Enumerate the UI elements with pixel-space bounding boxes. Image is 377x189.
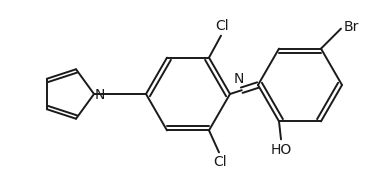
Text: N: N	[95, 88, 106, 102]
Text: Cl: Cl	[215, 19, 229, 33]
Text: HO: HO	[270, 143, 292, 157]
Text: N: N	[234, 72, 244, 86]
Text: Cl: Cl	[213, 155, 227, 169]
Text: Br: Br	[344, 20, 359, 34]
